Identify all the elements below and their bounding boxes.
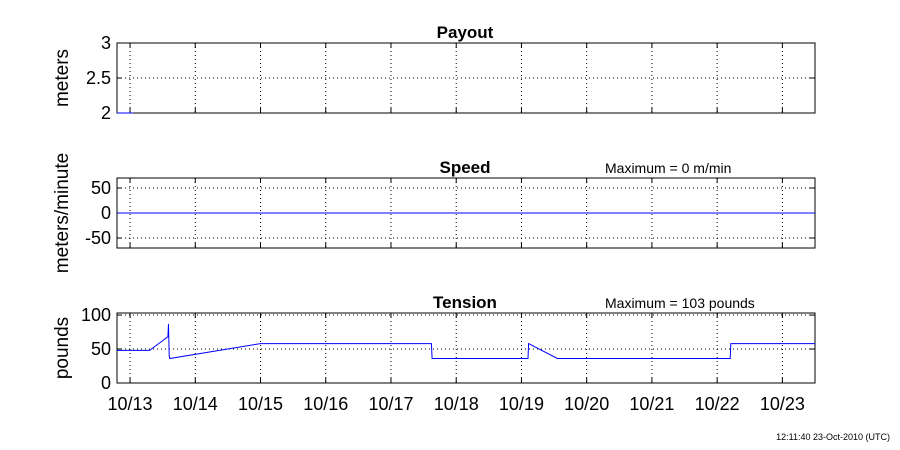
tension-series-line xyxy=(117,323,815,360)
tension-xtick-label: 10/14 xyxy=(173,394,218,414)
payout-title: Payout xyxy=(437,23,494,42)
payout-ylabel: meters xyxy=(52,49,73,107)
speed-ylabel: meters/minute xyxy=(52,153,73,273)
payout-ytick-label: 2.5 xyxy=(86,68,111,88)
speed-ytick-label: 50 xyxy=(91,178,111,198)
payout-panel: 2 2.5 3 Payout meters xyxy=(52,23,816,123)
tension-ylabel: pounds xyxy=(52,317,73,379)
payout-ytick-label: 3 xyxy=(101,33,111,53)
timestamp-label: 12:11:40 23-Oct-2010 (UTC) xyxy=(776,432,890,442)
speed-ytick-label: -50 xyxy=(85,228,111,248)
speed-panel: -50 0 50 Speed Maximum = 0 m/min meters/minut… xyxy=(52,153,816,273)
tension-xtick-label: 10/17 xyxy=(368,394,413,414)
tension-xtick-label: 10/21 xyxy=(629,394,674,414)
tension-xtick-label: 10/20 xyxy=(564,394,609,414)
tension-axes-frame xyxy=(116,312,816,384)
tension-maximum-annotation: Maximum = 103 pounds xyxy=(605,295,755,311)
speed-title: Speed xyxy=(439,158,490,177)
payout-ytick-label: 2 xyxy=(101,103,111,123)
tension-ytick-label: 50 xyxy=(91,339,111,359)
speed-ytick-label: 0 xyxy=(101,203,111,223)
tension-xtick-label: 10/18 xyxy=(434,394,479,414)
tension-xtick-label: 10/23 xyxy=(760,394,805,414)
tension-ytick-label: 0 xyxy=(101,373,111,393)
tension-ytick-label: 100 xyxy=(81,305,111,325)
tension-xtick-label: 10/13 xyxy=(108,394,153,414)
tension-xtick-label: 10/22 xyxy=(695,394,740,414)
tension-xtick-label: 10/15 xyxy=(238,394,283,414)
tension-panel: 0 50 100 Tension Maximum = 103 pounds pounds 1… xyxy=(52,293,816,414)
tension-xtick-label: 10/16 xyxy=(303,394,348,414)
speed-maximum-annotation: Maximum = 0 m/min xyxy=(605,160,731,176)
tension-title: Tension xyxy=(433,293,497,312)
tension-xtick-label: 10/19 xyxy=(499,394,544,414)
